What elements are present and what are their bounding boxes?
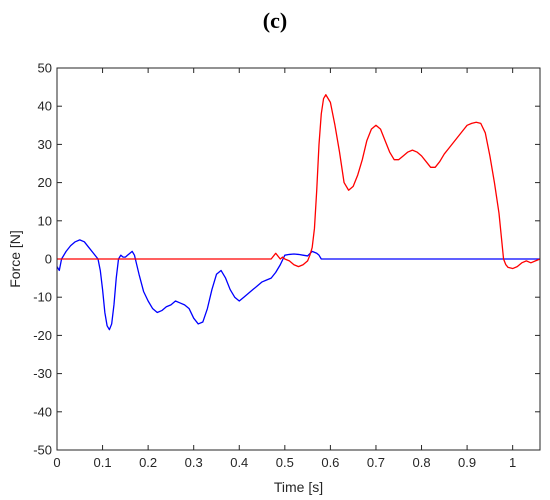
y-tick-label: 20 (38, 175, 52, 190)
x-tick-label: 0.6 (321, 455, 339, 470)
plot-frame (56, 67, 541, 451)
y-tick-label: 40 (38, 99, 52, 114)
series-line-2 (57, 94, 541, 270)
x-tick-label: 0.2 (139, 455, 157, 470)
ticks-layer: 0 0.1 0.2 0.3 0.4 0.5 0.6 0.7 0.8 0.9 1 -50 -40 -30 -2… (33, 61, 540, 470)
x-tick-label: 0 (53, 455, 60, 470)
y-tick-label: -40 (33, 404, 52, 419)
x-tick-label: 1 (509, 455, 516, 470)
x-tick-label: 0.9 (458, 455, 476, 470)
panel-label: (c) (262, 8, 288, 33)
x-tick-label: 0.3 (185, 455, 203, 470)
y-tick-label: -50 (33, 443, 52, 458)
x-tick-label: 0.8 (412, 455, 430, 470)
x-tick-label: 0.7 (367, 455, 385, 470)
y-tick-label: 30 (38, 137, 52, 152)
x-tick-label: 0.4 (230, 455, 248, 470)
x-tick-label: 0.1 (94, 455, 112, 470)
y-tick-label: 0 (45, 252, 52, 267)
x-tick-label: 0.5 (276, 455, 294, 470)
x-axis-label: Time [s] (274, 479, 323, 495)
y-tick-label: -20 (33, 328, 52, 343)
series-layer (56, 94, 541, 331)
series-line-1 (56, 239, 540, 331)
y-tick-label: -10 (33, 290, 52, 305)
y-axis-label: Force [N] (7, 230, 23, 288)
y-tick-label: 10 (38, 213, 52, 228)
y-tick-label: 50 (38, 61, 52, 76)
y-tick-label: -30 (33, 366, 52, 381)
